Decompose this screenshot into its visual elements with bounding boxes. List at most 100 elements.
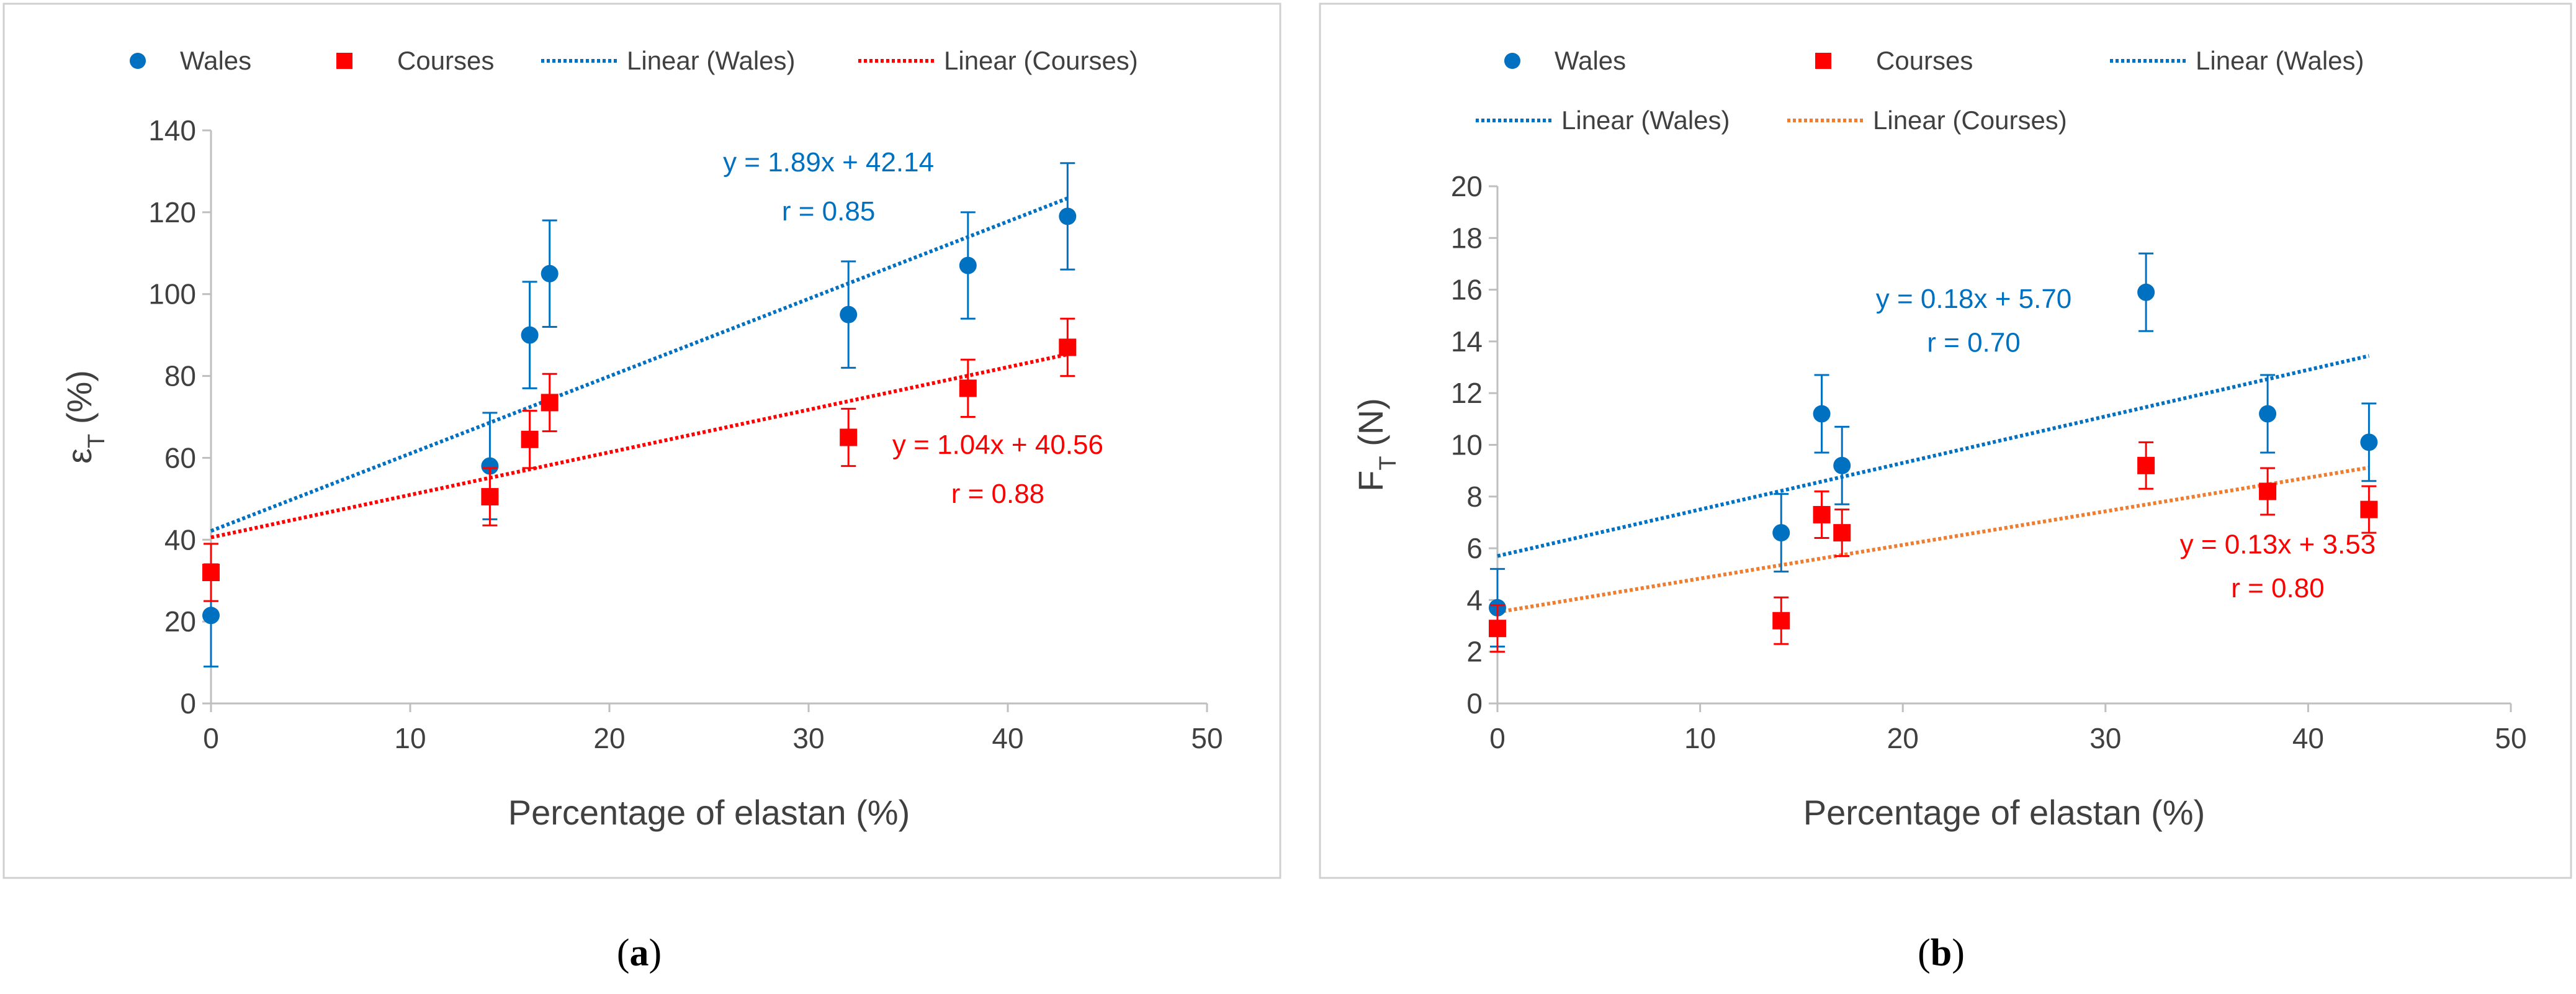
panel-b-caption-close: ) [1952, 932, 1965, 974]
panel-b-courses-point [2259, 482, 2277, 500]
panel-a-equation-annotation: r = 0.88 [951, 479, 1044, 509]
panel-b-courses-point [1489, 620, 1506, 638]
panel-a-equation-annotation: y = 1.89x + 42.14 [723, 147, 934, 178]
panel-b-y-tick-label: 6 [1466, 532, 1483, 564]
panel-a-wales-point [202, 607, 220, 625]
panel-b-legend-label: Courses [1876, 46, 1973, 75]
panel-b-y-tick-label: 4 [1466, 584, 1483, 616]
panel-a-wales-point [840, 305, 858, 323]
panel-a-legend-label: Linear (Wales) [627, 46, 796, 75]
panel-b-y-tick-label: 2 [1466, 636, 1483, 668]
panel-b-y-axis-title-unit: (N) [1351, 398, 1390, 456]
panel-b-y-axis-title: FT (N) [1351, 398, 1401, 492]
panel-a-x-tick-label: 40 [992, 722, 1023, 754]
panel-a-courses-point [202, 564, 220, 582]
panel-a-frame [2, 2, 1281, 879]
panel-b-wales-point [2360, 433, 2378, 451]
panel-a: Wales Courses Linear (Wales) Linear (Course… [2, 2, 1281, 974]
panel-a-y-tick-label: 80 [164, 360, 196, 392]
panel-b-y-tick-label: 0 [1466, 687, 1483, 720]
panel-a-wales-point [541, 264, 559, 282]
panel-a-y-axis-title-unit: (%) [60, 370, 99, 434]
panel-a-caption: (a) [617, 932, 662, 974]
panel-a-x-tick-label: 10 [394, 722, 426, 754]
panel-a-courses-point [541, 394, 559, 412]
panel-b-frame [1319, 2, 2572, 879]
panel-b-legend-courses-marker [1815, 53, 1831, 69]
panel-b-x-tick-label: 40 [2292, 722, 2324, 754]
panel-a-legend-wales-marker [130, 53, 146, 69]
panel-b-equation-annotation: y = 0.18x + 5.70 [1876, 284, 2072, 314]
panel-b-wales-point [2137, 283, 2155, 301]
panel-b-y-tick-label: 10 [1451, 429, 1483, 461]
panel-b-wales-point [2259, 405, 2277, 423]
panel-a-courses-point [840, 428, 858, 446]
panel-a-equation-annotation: r = 0.85 [782, 196, 875, 227]
panel-b-trendline-linear-courses [1497, 466, 2369, 614]
panel-b-trendline-linear-wales [1497, 354, 2370, 558]
panel-a-wales-point [1059, 207, 1077, 225]
panel-b-legend-wales-marker [1504, 53, 1520, 69]
panel-a-y-tick-label: 0 [180, 687, 196, 720]
panel-a-legend-label: Wales [180, 46, 251, 75]
panel-b-legend-label: Linear (Wales) [2196, 46, 2364, 75]
panel-a-caption-letter: a [630, 932, 649, 974]
panel-a-caption-open: ( [617, 932, 630, 974]
panel-b-y-axis-title-subscript: T [1375, 456, 1401, 470]
panel-a-courses-point [959, 379, 977, 397]
panel-b-wales-point [1833, 456, 1851, 474]
panel-b-x-tick-label: 20 [1887, 722, 1919, 754]
panel-a-courses-point [1059, 338, 1077, 356]
panel-a-y-tick-label: 40 [164, 523, 196, 556]
panel-a-y-axis-title-symbol: ε [60, 448, 99, 464]
panel-b-caption-letter: b [1931, 932, 1952, 974]
panel-b-wales-point [1813, 405, 1831, 423]
panel-b-equation-annotation: r = 0.80 [2231, 573, 2324, 603]
panel-b-y-tick-label: 12 [1451, 377, 1483, 409]
panel-a-y-axis-title: εT (%) [60, 370, 110, 464]
panel-b-x-axis-title: Percentage of elastan (%) [1803, 793, 2205, 832]
panel-a-wales-point [481, 457, 499, 475]
panel-b-y-tick-label: 14 [1451, 325, 1483, 358]
panel-a-legend-label: Courses [397, 46, 494, 75]
panel-a-x-axis-title: Percentage of elastan (%) [508, 793, 910, 832]
panel-b-x-tick-label: 10 [1684, 722, 1716, 754]
panel-b-equation-annotation: r = 0.70 [1927, 328, 2020, 358]
panel-b-legend-label: Linear (Courses) [1873, 106, 2067, 135]
panel-a-x-tick-label: 50 [1191, 722, 1223, 754]
panel-b-y-tick-label: 16 [1451, 274, 1483, 306]
panel-b-y-tick-label: 8 [1466, 481, 1483, 513]
panel-b-y-tick-label: 18 [1451, 222, 1483, 254]
panel-b-x-tick-label: 30 [2089, 722, 2121, 754]
panel-a-wales-point [959, 256, 977, 274]
panel-b-caption: (b) [1918, 932, 1965, 974]
panel-b-legend-label: Wales [1555, 46, 1626, 75]
panel-a-courses-point [521, 430, 539, 448]
panel-a-x-tick-label: 20 [593, 722, 625, 754]
panel-b-legend-label: Linear (Wales) [1561, 106, 1730, 135]
panel-a-caption-close: ) [649, 932, 662, 974]
panel-b-x-tick-label: 50 [2495, 722, 2526, 754]
panel-a-legend-label: Linear (Courses) [944, 46, 1138, 75]
panel-a-wales-point [521, 326, 539, 344]
panel-a-y-axis-title-subscript: T [84, 434, 110, 448]
panel-b-courses-point [1833, 524, 1851, 542]
panel-b-caption-open: ( [1918, 932, 1931, 974]
panel-b-y-axis-title-symbol: F [1351, 471, 1390, 492]
panel-b-courses-point [1772, 612, 1790, 630]
panel-b-y-tick-label: 20 [1451, 170, 1483, 202]
panel-b-courses-point [2360, 500, 2378, 518]
panel-a-x-tick-label: 0 [203, 722, 219, 754]
panel-a-y-tick-label: 20 [164, 605, 196, 638]
panel-b-courses-point [2137, 456, 2155, 474]
panel-a-y-tick-label: 140 [148, 114, 196, 147]
panel-b-courses-point [1813, 505, 1831, 523]
panel-a-y-tick-label: 120 [148, 196, 196, 228]
panel-b-equation-annotation: y = 0.13x + 3.53 [2180, 529, 2376, 559]
panel-b: Wales Courses Linear (Wales) Linear (Wales)… [1319, 2, 2572, 974]
panel-a-x-tick-label: 30 [792, 722, 824, 754]
panel-a-y-tick-label: 60 [164, 441, 196, 474]
panel-a-equation-annotation: y = 1.04x + 40.56 [892, 430, 1103, 460]
panel-a-trendline-linear-wales [210, 196, 1069, 533]
panel-b-x-tick-label: 0 [1489, 722, 1506, 754]
